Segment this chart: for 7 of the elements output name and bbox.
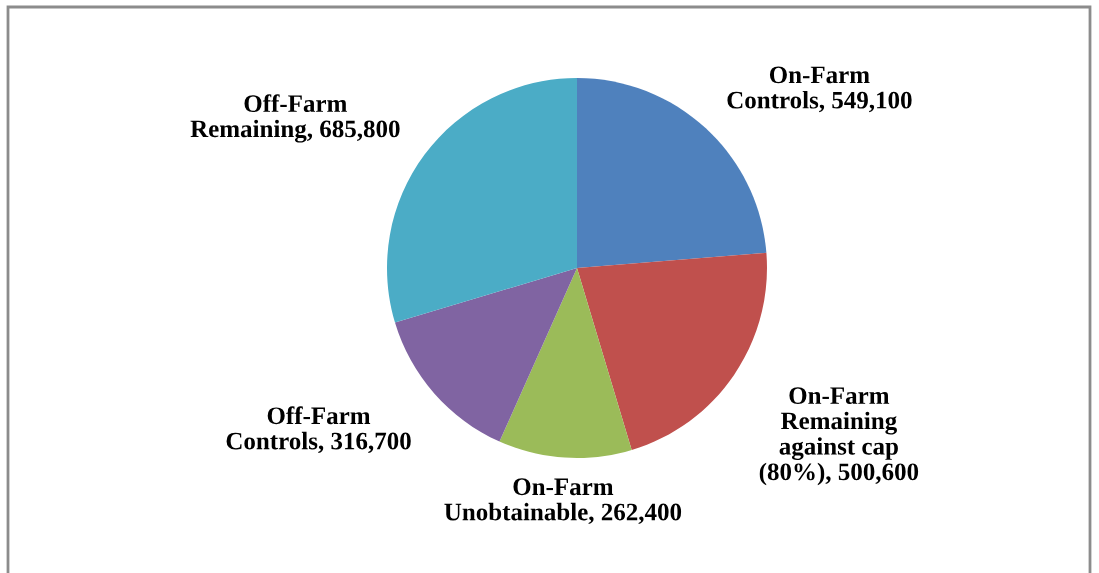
- slice-label: On-Farm Remaining against cap (80%), 500,600: [759, 387, 919, 486]
- pie-slice: [499, 268, 632, 458]
- slice-label: On-Farm Unobtainable, 262,400: [444, 478, 682, 525]
- pie-slice: [577, 252, 767, 450]
- slice-label: Off-Farm Remaining, 685,800: [190, 94, 400, 143]
- slice-label: Off-Farm Controls, 316,700: [226, 406, 411, 454]
- slice-label: On-Farm Controls, 549,100: [727, 66, 912, 113]
